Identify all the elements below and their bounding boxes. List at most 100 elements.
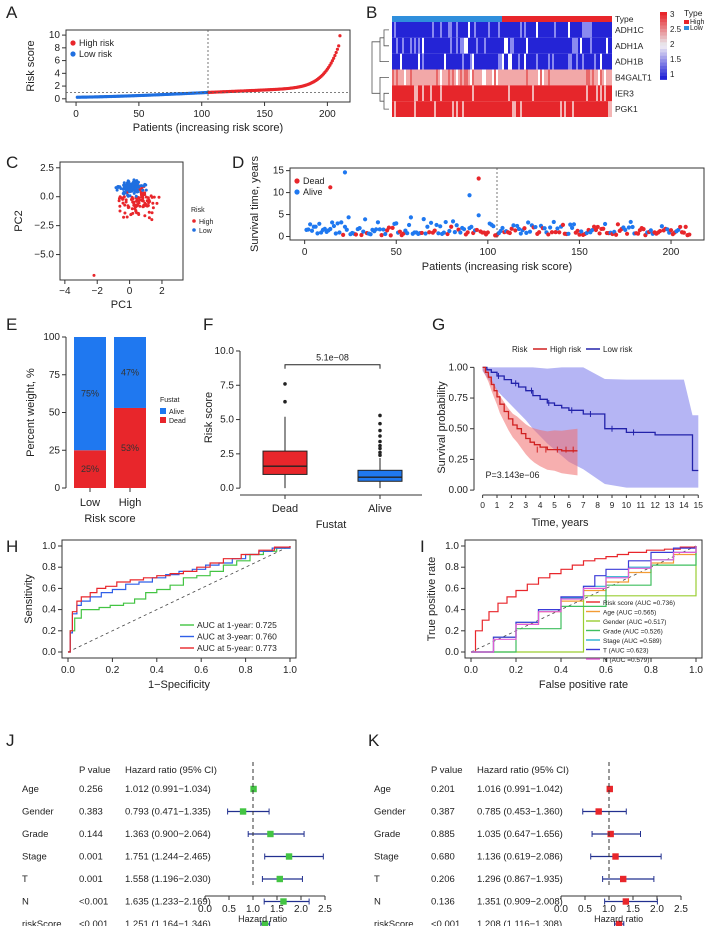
panel-j-forest-row-p: 0.001 [79,852,103,863]
panel-b-cell [582,53,584,70]
panel-d-point-alive [454,223,459,228]
panel-g-xtick-label: 2 [509,500,514,510]
panel-c-point-high [130,195,134,199]
panel-c-point-low [132,191,136,195]
panel-k-forest-row-name: Gender [374,807,406,818]
panel-b-row-PGK1 [392,101,612,117]
panel-c-point-high [143,191,147,195]
panel-c-ytick-label: 2.5 [40,163,54,174]
panel-b-cell [500,53,502,70]
panel-c-frame [59,161,184,281]
panel-d-point-dead [575,228,580,233]
panel-b-cell [440,22,442,38]
panel-d-point-dead [341,232,346,237]
panel-e-label-dead: 25% [81,464,99,474]
panel-h-roc-legend-label: AUC at 5-year: 0.773 [197,643,277,653]
panel-a-xtick-label: 200 [319,109,336,120]
panel-b-gene-label: PGK1 [615,104,638,114]
panel-j-forest-row-p: <0.001 [79,897,108,908]
panel-d-point-alive [425,224,430,229]
panel-d-point-alive [452,230,457,235]
panel-b-gene-label: ADH1B [615,57,644,67]
panel-c-xtick-label: −2 [92,286,104,297]
panel-b-row-IER3 [392,85,612,102]
panel-c-point-low [116,185,120,189]
panel-d-point-alive [441,230,446,235]
panel-d-point-alive [331,223,337,229]
panel-d-point-alive [408,215,414,220]
panel-d-ytick-label: 0 [278,231,284,242]
panel-d-point-dead [657,228,663,234]
panel-g-km-curve: 0.000.250.500.751.000 1 2 3 4 5 6 7 8 9 10 11 12 13 14… [436,345,703,529]
panel-d-point [467,193,472,198]
panel-d-point-alive [438,224,443,229]
panel-i-roc-legend-label: Gender (AUC =0.517) [603,619,666,626]
panel-b-cell [462,53,464,70]
panel-d-point-dead [641,227,646,232]
panel-g-legend-title: Risk [512,345,529,354]
panel-d-point-dead [601,226,606,231]
panel-d-point-dead [597,231,602,236]
panel-i-roc-ytick-label: 0.2 [445,626,459,637]
panel-d-point-dead [513,228,518,233]
panel-d-point-alive [590,227,595,233]
panel-h-roc-curve [68,546,291,653]
panel-c-ytick-label: −5.0 [34,250,54,261]
panel-k-forest-row-p: 0.136 [431,897,455,908]
panel-b-legend-high: High [690,19,705,26]
panel-h-roc-xtick-label: 0.6 [194,665,208,676]
panel-e-bar-alive [74,337,106,451]
panel-d-point-dead [353,232,359,237]
panel-d-point-alive [357,226,362,231]
panel-g-xtick-label: 5 [552,500,557,510]
panel-b-cell [456,69,458,86]
panel-a-ytick-label: 0 [54,94,60,105]
panel-e-bar-dead [74,450,106,488]
panel-b-cell [564,101,566,117]
panel-g-xtick-label: 8 [595,500,600,510]
panel-a-xlabel: Patients (increasing risk score) [133,122,283,134]
panel-k-forest-point [606,785,613,793]
panel-b-cell [524,53,526,70]
panel-g-ytick-label: 0.00 [449,485,469,496]
panel-d-point-alive [665,227,670,232]
panel-b-colorbar-cell [660,52,667,57]
panel-j-forest-row-name: Age [22,784,39,795]
panel-b-cell [506,37,508,54]
panel-b-cell [526,69,528,86]
panel-c-point-high [157,195,161,199]
panel-d-point-dead [577,232,582,237]
panel-k-forest-point [612,853,619,860]
panel-d-point-alive [406,222,412,228]
panel-h-roc-ytick-label: 0.6 [42,583,56,594]
panel-k-forest-xtick-label: 0.5 [578,904,592,915]
panel-b-cell [452,101,454,117]
panel-c-point-high [144,195,148,199]
panel-b-cell [554,22,556,38]
panel-g-xtick-label: 13 [665,500,675,510]
panel-d-point-dead [359,232,364,238]
panel-j-forest-row-name: Stage [22,852,47,863]
panel-c-xtick-label: −4 [59,286,71,297]
panel-g-xtick-label: 10 [622,500,632,510]
panel-k-forest-xlabel: Hazard ratio [594,914,643,924]
panel-c-point-high [143,214,147,218]
panel-d-point-dead [560,222,566,227]
panel-d-xlabel: Patients (increasing risk score) [422,261,572,273]
panel-k-forest-row-p: <0.001 [431,919,460,926]
panel-c-point-low [122,181,126,185]
panel-f-outlier [378,413,382,418]
panel-c-point-high [121,201,125,205]
panel-c-point-high [147,216,151,220]
panel-b-cell [484,69,486,86]
panel-c-legend-swatch-high [192,219,196,223]
panel-b-dendro [383,92,389,110]
panel-d-point-alive [584,230,589,236]
panel-k-forest-header-p: P value [431,765,463,776]
panel-c-point-high [132,201,136,205]
panel-j-forest-header-p: P value [79,765,111,776]
panel-d-point-dead [553,230,558,235]
panel-b-cell [430,85,432,102]
panel-b-cell [498,53,500,70]
panel-b-cell [460,69,462,86]
